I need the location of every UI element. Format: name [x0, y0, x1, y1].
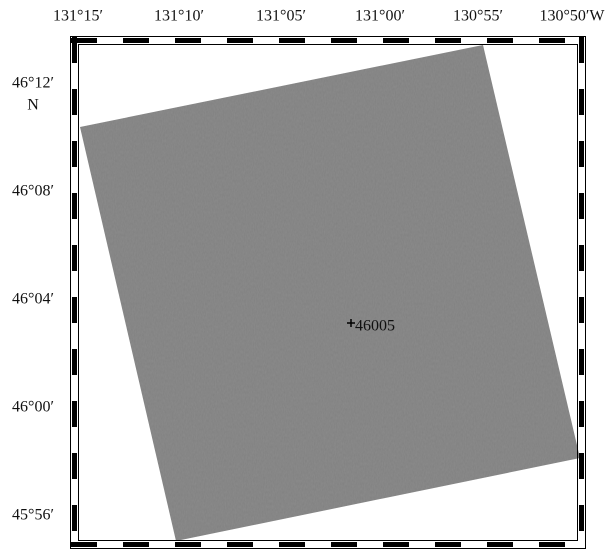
longitude-label: 131°10′	[154, 8, 204, 25]
longitude-label: 131°15′	[53, 8, 103, 25]
longitude-label: 130°50′W	[540, 8, 606, 25]
latitude-label: 46°08′	[12, 183, 54, 200]
latitude-label: 45°56′	[12, 507, 54, 524]
buoy-label: 46005	[355, 318, 395, 335]
latitude-label: 46°00′	[12, 399, 54, 416]
map: 131°15′ 131°10′ 131°05′ 131°00′ 130°55′ 130°5…	[0, 0, 609, 554]
longitude-label: 131°00′	[355, 8, 405, 25]
latitude-label: 46°04′	[12, 291, 54, 308]
longitude-label: 130°55′	[453, 8, 503, 25]
latitude-label: 46°12′	[12, 75, 54, 92]
longitude-label: 131°05′	[256, 8, 306, 25]
latitude-unit: N	[27, 97, 39, 114]
